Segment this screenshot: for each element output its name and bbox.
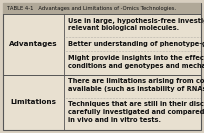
Text: Better understanding of phenotype-genot: Better understanding of phenotype-genot <box>68 41 204 47</box>
Bar <box>3 3 201 14</box>
Text: There are limitations arising from cost of
available (such as instability of RNA: There are limitations arising from cost … <box>68 78 204 92</box>
Text: Advantages: Advantages <box>9 41 58 47</box>
Text: Use in large, hypothesis-free investigatio
relevant biological molecules.: Use in large, hypothesis-free investigat… <box>68 18 204 31</box>
Text: Techniques that are still in their discover
carefully investigated and compared : Techniques that are still in their disco… <box>68 101 204 123</box>
Text: Might provide insights into the effects of
conditions and genotypes and mechanis: Might provide insights into the effects … <box>68 55 204 68</box>
Text: Limitations: Limitations <box>11 99 57 105</box>
Text: TABLE 4-1   Advantages and Limitations of -Omics Technologies.: TABLE 4-1 Advantages and Limitations of … <box>7 6 176 11</box>
